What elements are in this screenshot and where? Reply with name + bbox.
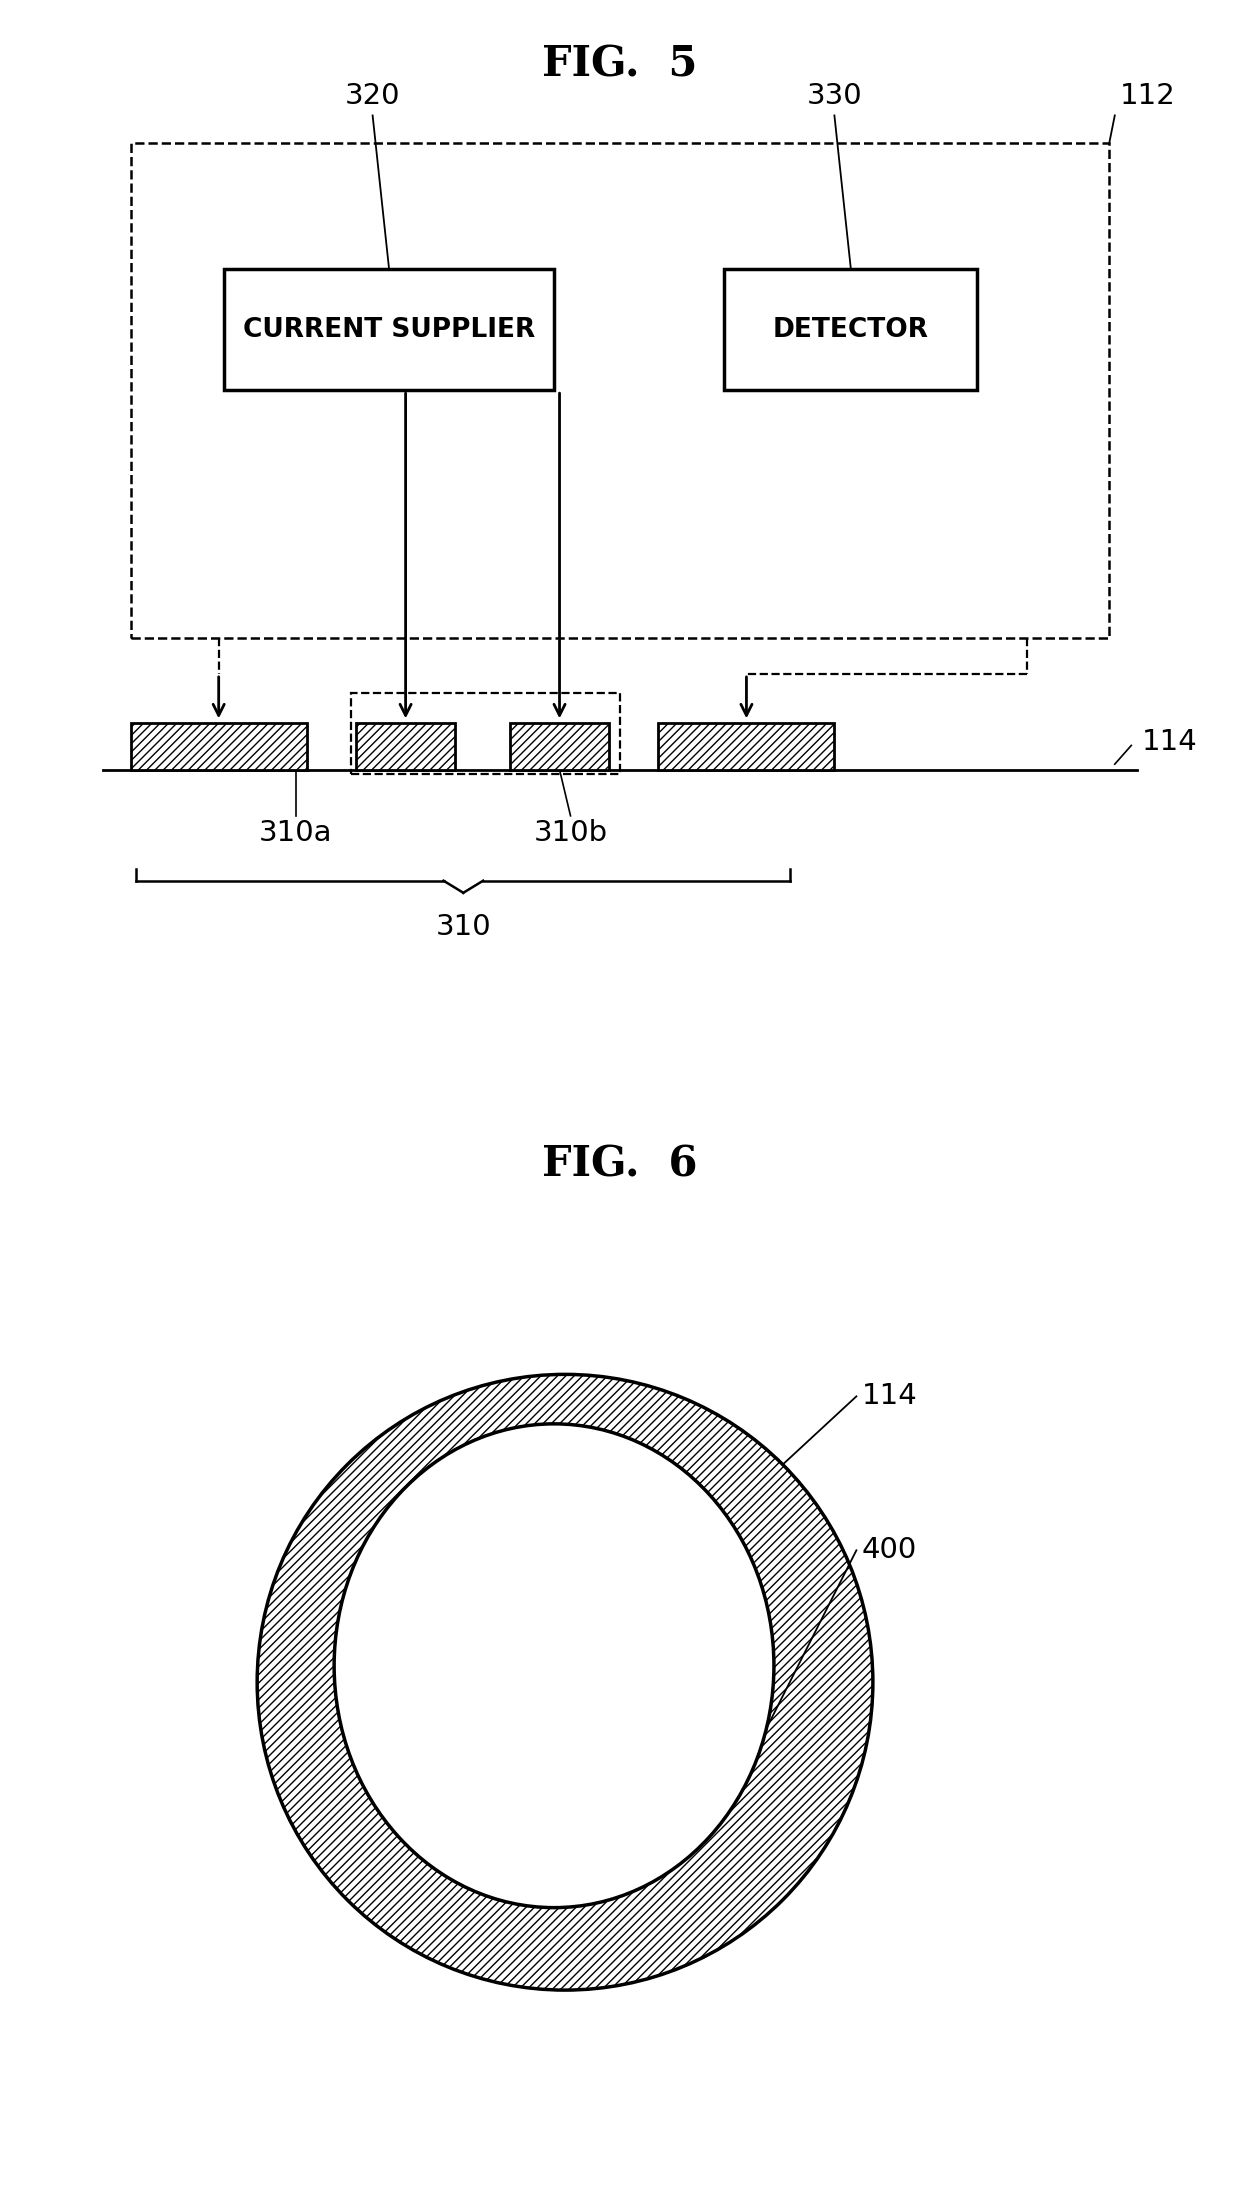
Text: FIG.  5: FIG. 5 (542, 44, 698, 86)
Bar (356, 723, 455, 770)
Text: FIG.  6: FIG. 6 (542, 1143, 698, 1185)
Text: 330: 330 (806, 81, 862, 110)
Text: CURRENT SUPPLIER: CURRENT SUPPLIER (243, 317, 536, 343)
Text: 310b: 310b (533, 820, 608, 847)
Text: 400: 400 (862, 1537, 918, 1563)
Bar (130, 723, 306, 770)
Bar (510, 723, 609, 770)
Text: 320: 320 (345, 81, 401, 110)
Circle shape (257, 1374, 873, 1990)
Text: 112: 112 (1120, 81, 1176, 110)
Text: 114: 114 (862, 1383, 918, 1410)
FancyBboxPatch shape (224, 270, 554, 391)
Ellipse shape (334, 1425, 774, 1909)
FancyBboxPatch shape (724, 270, 977, 391)
Bar (658, 723, 835, 770)
Text: 310: 310 (435, 913, 491, 941)
Text: 310a: 310a (259, 820, 332, 847)
Text: 114: 114 (1142, 728, 1198, 756)
Bar (130, 143, 1110, 638)
Text: DETECTOR: DETECTOR (773, 317, 929, 343)
Bar (351, 693, 620, 774)
